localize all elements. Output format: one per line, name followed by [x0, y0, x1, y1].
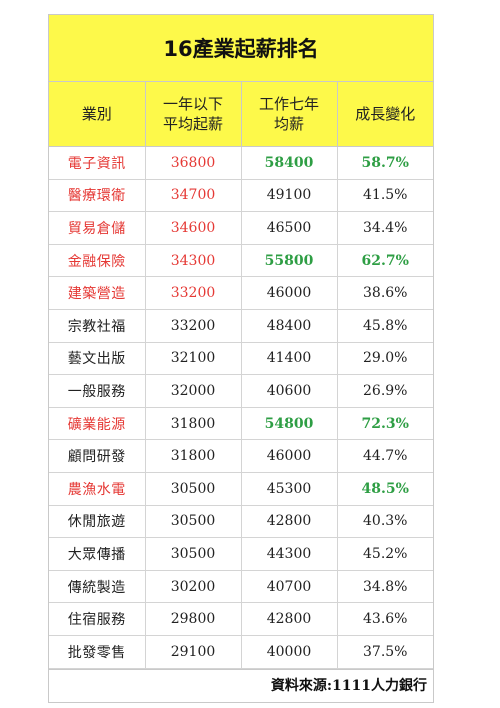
cell-seven-year-salary: 45300 — [240, 471, 338, 506]
table-row: 藝文出版 32100 41400 29.0% — [49, 341, 433, 376]
cell-industry: 顧問研發 — [49, 439, 146, 473]
cell-starting-salary: 30500 — [144, 537, 242, 571]
cell-starting-salary: 31800 — [144, 406, 242, 441]
cell-growth: 62.7% — [336, 243, 433, 278]
cell-industry: 醫療環衛 — [49, 178, 146, 213]
table-row: 電子資訊 36800 58400 58.7% — [49, 146, 433, 180]
cell-industry: 建築營造 — [49, 276, 146, 310]
table-row: 農漁水電 30500 45300 48.5% — [49, 471, 433, 506]
cell-starting-salary: 34300 — [144, 243, 242, 278]
header-seven-year-salary: 工作七年 均薪 — [240, 82, 338, 147]
cell-industry: 宗教社福 — [49, 308, 146, 343]
cell-seven-year-salary: 55800 — [240, 243, 338, 278]
header-starting-salary: 一年以下 平均起薪 — [144, 82, 242, 147]
table-row: 休閒旅遊 30500 42800 40.3% — [49, 504, 433, 539]
table-row: 大眾傳播 30500 44300 45.2% — [49, 537, 433, 571]
cell-growth: 72.3% — [336, 406, 433, 441]
cell-growth: 40.3% — [336, 504, 433, 539]
cell-seven-year-salary: 54800 — [240, 406, 338, 441]
cell-seven-year-salary: 42800 — [240, 602, 338, 636]
cell-growth: 37.5% — [336, 634, 433, 669]
table-row: 一般服務 32000 40600 26.9% — [49, 374, 433, 408]
cell-seven-year-salary: 48400 — [240, 308, 338, 343]
cell-industry: 藝文出版 — [49, 341, 146, 376]
cell-starting-salary: 31800 — [144, 439, 242, 473]
cell-starting-salary: 33200 — [144, 276, 242, 310]
cell-growth: 45.2% — [336, 537, 433, 571]
cell-industry: 傳統製造 — [49, 569, 146, 604]
table-row: 建築營造 33200 46000 38.6% — [49, 276, 433, 310]
cell-industry: 大眾傳播 — [49, 537, 146, 571]
table-title: 16產業起薪排名 — [49, 14, 433, 82]
cell-seven-year-salary: 49100 — [240, 178, 338, 213]
header-seven-year-salary-text: 工作七年 均薪 — [258, 95, 319, 133]
cell-starting-salary: 32100 — [144, 341, 242, 376]
cell-growth: 44.7% — [336, 439, 433, 473]
cell-seven-year-salary: 44300 — [240, 537, 338, 571]
table-row: 宗教社福 33200 48400 45.8% — [49, 308, 433, 343]
table-row: 顧問研發 31800 46000 44.7% — [49, 439, 433, 473]
cell-growth: 34.4% — [336, 211, 433, 245]
cell-starting-salary: 34600 — [144, 211, 242, 245]
cell-seven-year-salary: 40700 — [240, 569, 338, 604]
cell-seven-year-salary: 41400 — [240, 341, 338, 376]
cell-industry: 一般服務 — [49, 374, 146, 408]
header-row: 業別 一年以下 平均起薪 工作七年 均薪 成長變化 — [49, 82, 433, 147]
cell-starting-salary: 30500 — [144, 471, 242, 506]
cell-industry: 電子資訊 — [49, 146, 146, 180]
source-note: 資料來源:1111人力銀行 — [49, 668, 433, 702]
cell-seven-year-salary: 46500 — [240, 211, 338, 245]
cell-starting-salary: 29100 — [144, 634, 242, 669]
cell-seven-year-salary: 40600 — [240, 374, 338, 408]
cell-industry: 礦業能源 — [49, 406, 146, 441]
table-row: 醫療環衛 34700 49100 41.5% — [49, 178, 433, 213]
salary-table: 業別 一年以下 平均起薪 工作七年 均薪 成長變化 電子資訊 36800 58400 58… — [49, 82, 433, 669]
cell-seven-year-salary: 58400 — [240, 146, 338, 180]
salary-ranking-table: 16產業起薪排名 業別 一年以下 平均起薪 工作七年 均薪 成長變化 電子資訊 368… — [48, 14, 434, 703]
cell-industry: 農漁水電 — [49, 471, 146, 506]
cell-industry: 批發零售 — [49, 634, 146, 669]
cell-starting-salary: 33200 — [144, 308, 242, 343]
header-growth: 成長變化 — [336, 82, 433, 147]
cell-starting-salary: 32000 — [144, 374, 242, 408]
header-starting-salary-text: 一年以下 平均起薪 — [162, 95, 223, 133]
table-row: 住宿服務 29800 42800 43.6% — [49, 602, 433, 636]
cell-seven-year-salary: 40000 — [240, 634, 338, 669]
cell-industry: 休閒旅遊 — [49, 504, 146, 539]
cell-starting-salary: 30200 — [144, 569, 242, 604]
cell-starting-salary: 34700 — [144, 178, 242, 213]
cell-growth: 58.7% — [336, 146, 433, 180]
cell-growth: 26.9% — [336, 374, 433, 408]
cell-growth: 48.5% — [336, 471, 433, 506]
cell-growth: 41.5% — [336, 178, 433, 213]
cell-growth: 43.6% — [336, 602, 433, 636]
cell-industry: 金融保險 — [49, 243, 146, 278]
cell-seven-year-salary: 46000 — [240, 276, 338, 310]
cell-growth: 38.6% — [336, 276, 433, 310]
table-row: 傳統製造 30200 40700 34.8% — [49, 569, 433, 604]
cell-starting-salary: 36800 — [144, 146, 242, 180]
cell-starting-salary: 30500 — [144, 504, 242, 539]
cell-growth: 34.8% — [336, 569, 433, 604]
cell-growth: 29.0% — [336, 341, 433, 376]
cell-seven-year-salary: 42800 — [240, 504, 338, 539]
cell-growth: 45.8% — [336, 308, 433, 343]
cell-seven-year-salary: 46000 — [240, 439, 338, 473]
table-row: 礦業能源 31800 54800 72.3% — [49, 406, 433, 441]
header-industry: 業別 — [49, 82, 146, 147]
table-row: 貿易倉儲 34600 46500 34.4% — [49, 211, 433, 245]
table-body: 電子資訊 36800 58400 58.7% 醫療環衛 34700 49100 41.5% 貿易… — [49, 146, 433, 669]
table-row: 金融保險 34300 55800 62.7% — [49, 243, 433, 278]
cell-industry: 住宿服務 — [49, 602, 146, 636]
cell-starting-salary: 29800 — [144, 602, 242, 636]
cell-industry: 貿易倉儲 — [49, 211, 146, 245]
table-row: 批發零售 29100 40000 37.5% — [49, 634, 433, 669]
